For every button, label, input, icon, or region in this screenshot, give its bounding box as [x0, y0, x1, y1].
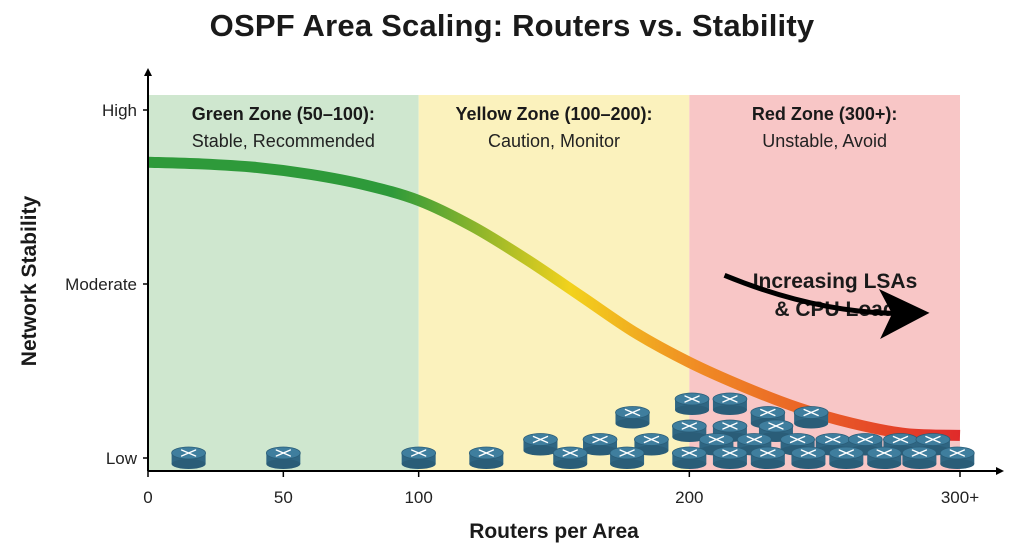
annotation-line-1: Increasing LSAs [753, 270, 918, 293]
router-icon [902, 446, 937, 469]
x-tick-label: 100 [404, 488, 432, 507]
router-icon [750, 446, 786, 469]
router-icon [793, 406, 829, 429]
router-icon [615, 406, 650, 429]
router-icon [265, 446, 301, 469]
router-icon [712, 392, 748, 415]
y-axis-title: Network Stability [18, 195, 41, 366]
axes-layer [144, 68, 1004, 475]
zone-title-1: Yellow Zone (100–200): [455, 104, 652, 124]
annotation-arrow [723, 272, 930, 339]
y-tick-label: Moderate [65, 275, 137, 294]
zone-title-2: Red Zone (300+): [752, 104, 898, 124]
router-icon [674, 392, 710, 415]
router-icon [401, 446, 437, 469]
router-icon [523, 433, 558, 456]
router-icon [712, 446, 748, 469]
y-tick-label: Low [106, 449, 138, 468]
chart-title: OSPF Area Scaling: Routers vs. Stability [209, 8, 815, 43]
router-icon [791, 446, 826, 469]
zone-subtitle-0: Stable, Recommended [192, 131, 375, 151]
y-tick-label: High [102, 101, 137, 120]
router-icon [671, 419, 707, 442]
zone-title-0: Green Zone (50–100): [192, 104, 375, 124]
x-tick-label: 0 [143, 488, 152, 507]
router-icon [866, 446, 902, 469]
zone-subtitle-2: Unstable, Avoid [762, 131, 887, 151]
router-icon [939, 446, 975, 469]
x-tick-label: 50 [274, 488, 293, 507]
annotation: Increasing LSAs & CPU Load [723, 270, 930, 339]
x-tick-label: 300+ [941, 488, 979, 507]
x-axis-title: Routers per Area [469, 520, 639, 543]
router-icon [171, 446, 207, 469]
ticks-layer: 0 50 100 200 300+ Low Moderate High [65, 101, 979, 507]
router-icon [828, 446, 864, 469]
zone-band-0 [148, 95, 419, 471]
router-icon [582, 433, 618, 456]
routers-layer [171, 392, 975, 469]
router-icon [468, 446, 504, 469]
router-icon [671, 446, 707, 469]
router-icon [552, 446, 588, 469]
x-tick-label: 200 [675, 488, 703, 507]
zone-subtitle-1: Caution, Monitor [488, 131, 620, 151]
router-icon [609, 446, 645, 469]
